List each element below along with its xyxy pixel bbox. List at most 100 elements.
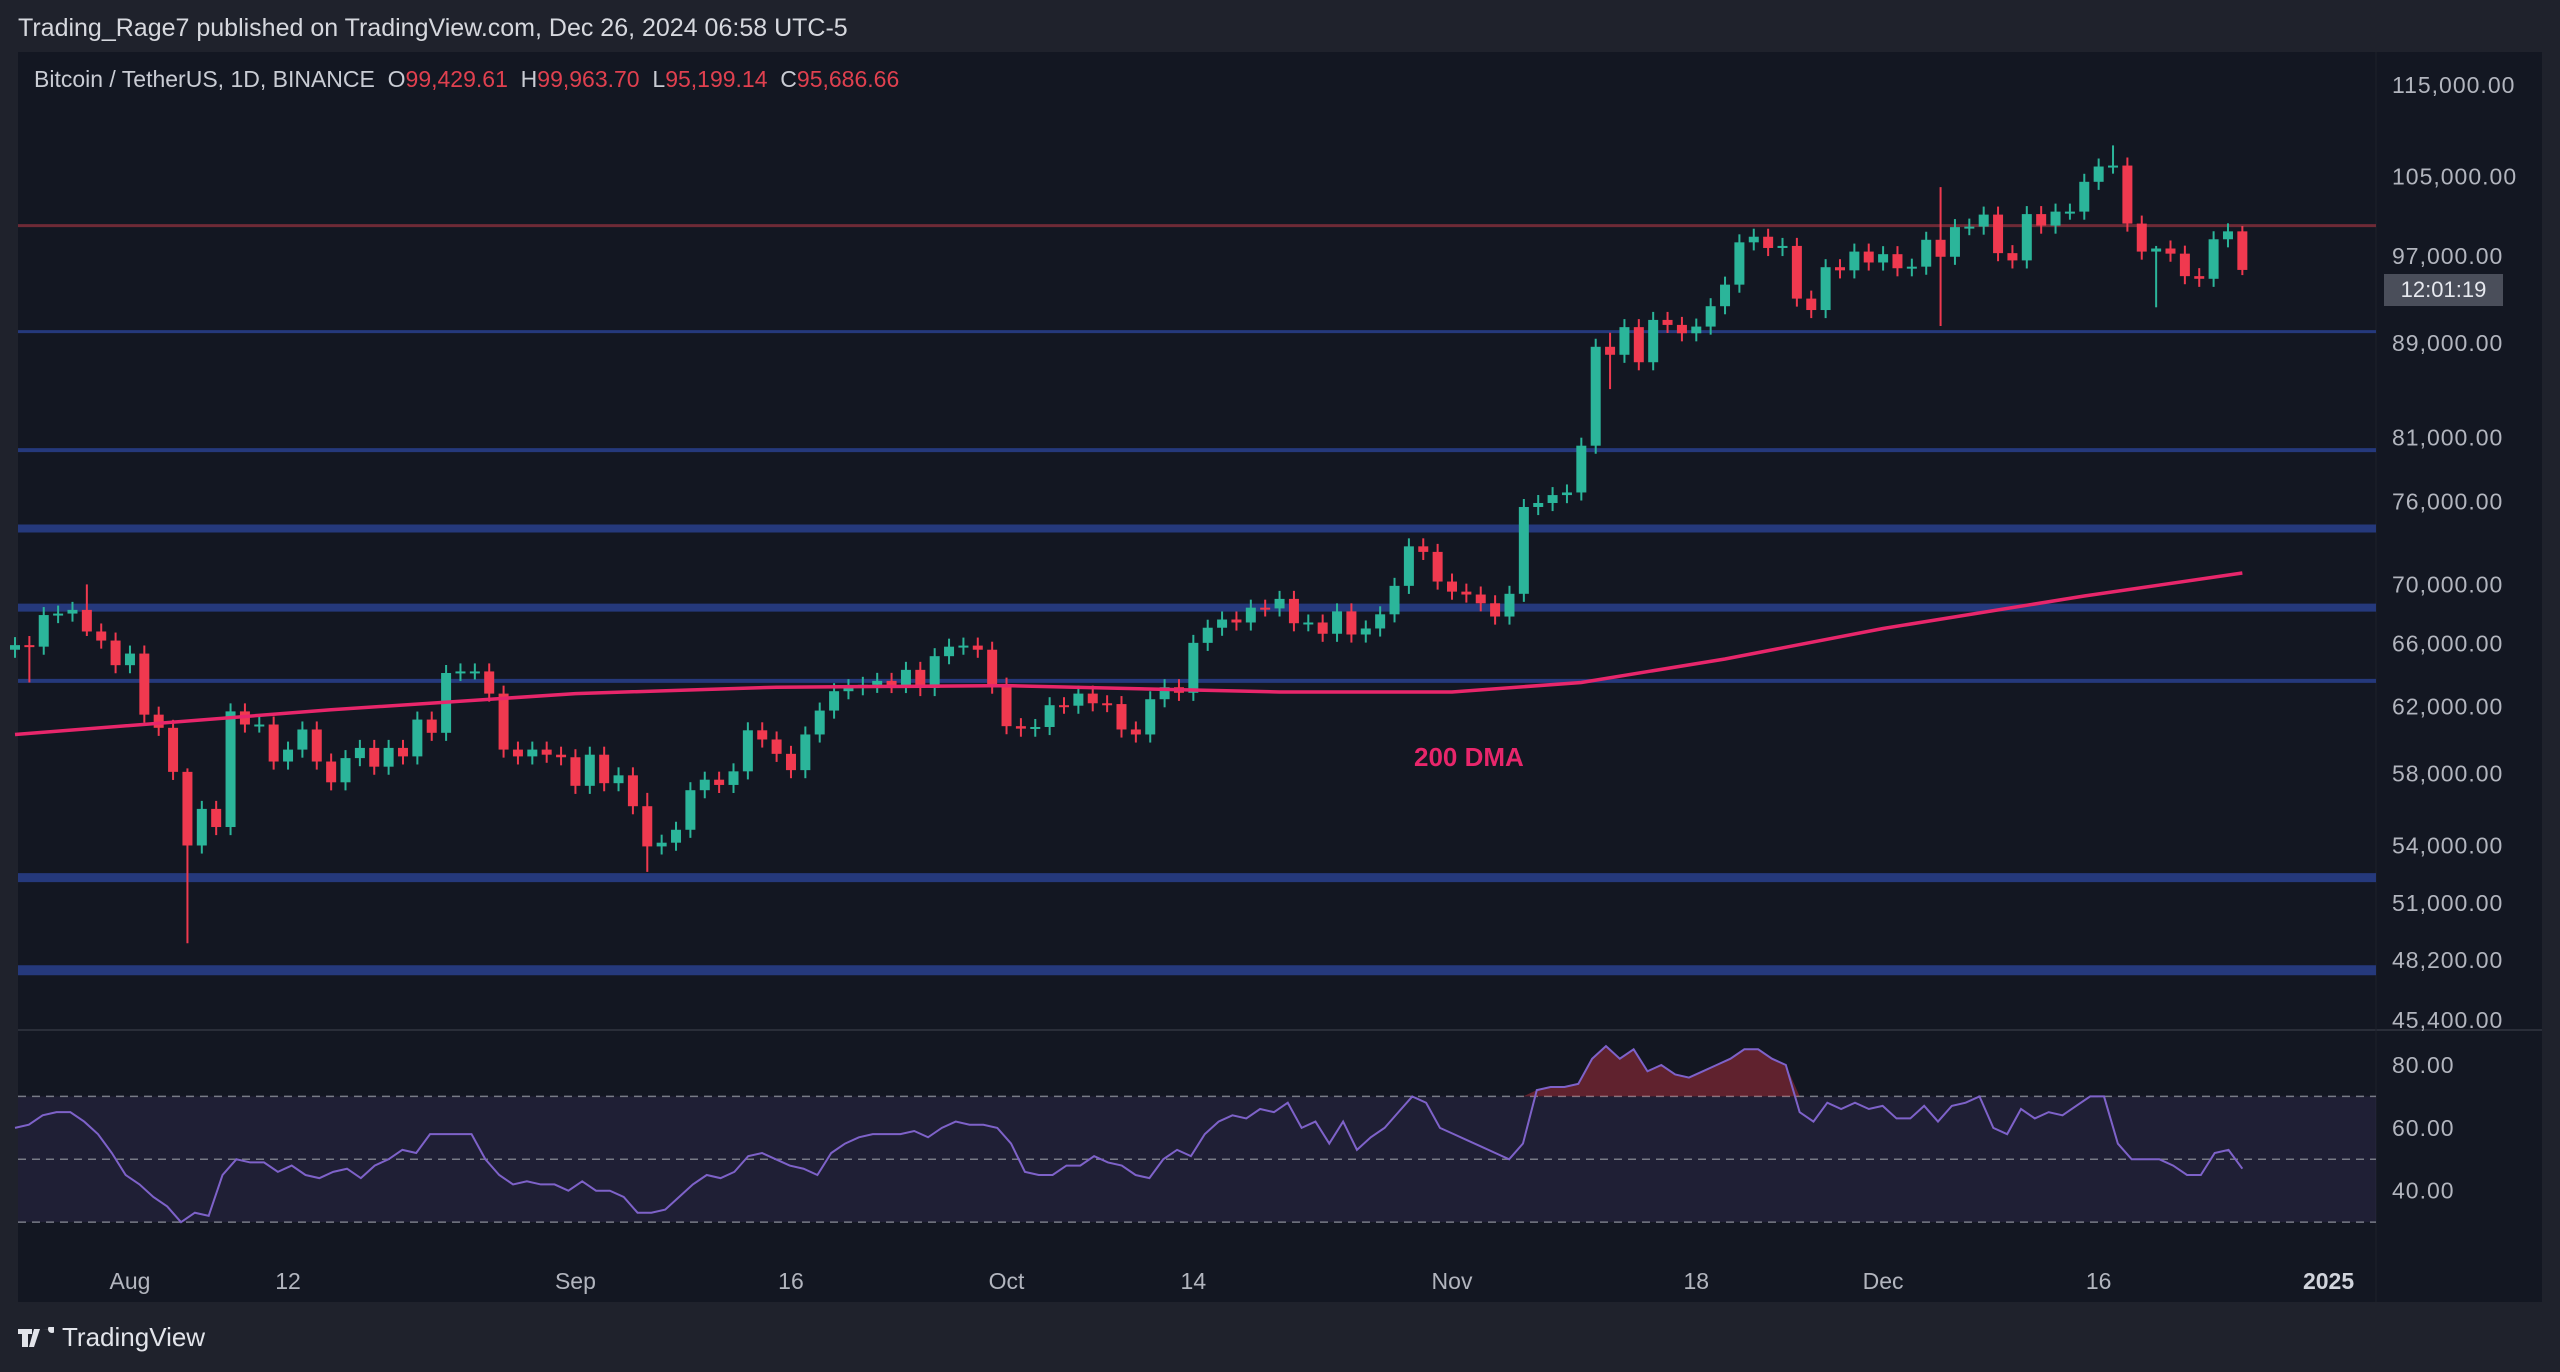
candle [1490,595,1501,625]
high-value: 99,963.70 [537,66,640,92]
time-tick-label: Aug [109,1268,150,1294]
candle [1087,685,1098,712]
footer-brand[interactable]: TradingView [18,1322,205,1353]
candle-body [168,727,179,772]
candle [1806,290,1817,319]
candle [1906,258,1917,277]
candle-body [1116,704,1127,730]
candle-body [829,691,840,711]
candle [81,584,92,637]
candle [656,834,667,855]
tradingview-logo-icon [18,1326,54,1347]
candle-body [1834,267,1845,271]
candle-body [1648,319,1659,363]
price-tick-label: 45,400.00 [2392,1007,2503,1033]
time-tick-label: 18 [1683,1268,1709,1294]
candle-body [1590,346,1601,446]
candle-body [10,645,20,650]
candle [1777,237,1788,257]
candle [2194,268,2205,287]
candle-body [599,754,610,784]
candle [1691,318,1702,342]
candle-body [139,653,150,715]
candle-body [81,609,92,632]
candle-body [1130,729,1141,735]
candle-body [1921,239,1932,267]
candle [1547,487,1558,512]
candle-body [383,747,394,767]
candle [570,749,581,794]
candle-body [426,719,437,733]
candle-body [1389,585,1400,615]
candle [2136,215,2147,260]
candle-body [1533,503,1544,507]
candle-body [1015,726,1026,729]
candle [1935,187,1946,327]
candle [2222,223,2233,248]
candle [1030,718,1041,737]
chart-panel[interactable] [18,52,2542,1302]
candle-body [556,754,567,758]
candle [671,821,682,851]
candle-body [369,747,380,767]
candle-body [886,680,897,685]
open-value: 99,429.61 [405,66,508,92]
candle-body [1978,214,1989,227]
candle-body [1317,622,1328,634]
candle-body [340,758,351,783]
candle [383,739,394,775]
candle [642,792,653,872]
candle [728,763,739,794]
candle [2050,203,2061,234]
candle-body [1964,226,1975,229]
candle-body [771,739,782,754]
candle [742,722,753,780]
candle-body [1059,705,1070,708]
candle [1044,697,1055,736]
candle-body [211,808,222,828]
candle [843,679,854,700]
candle-body [1547,495,1558,504]
candle-body [915,669,926,689]
candle-body [613,775,624,784]
time-tick-label: Nov [1432,1268,1473,1294]
candle-body [1906,266,1917,269]
candle-body [354,747,365,759]
candle-body [1303,622,1314,625]
candle [2079,173,2090,220]
candle-body [757,730,768,740]
candle [886,672,897,694]
candle [1892,246,1903,277]
candle [1720,276,1731,315]
price-tick-label: 105,000.00 [2392,164,2517,190]
candle [1260,599,1271,617]
candle-body [1863,251,1874,263]
candle [67,601,78,622]
candle-body [1231,619,1242,623]
candle-body [1791,245,1802,299]
candle-body [1288,598,1299,624]
candle-body [800,734,811,771]
candle [2179,245,2190,285]
candle [1461,583,1472,603]
candle [1921,231,1932,275]
candle-body [53,613,64,616]
candle-body [728,771,739,785]
candle [1993,206,2004,262]
close-label: C [780,66,797,92]
candle-body [124,653,135,666]
candle [685,782,696,838]
candle-body [1777,245,1788,248]
candle-body [627,775,638,807]
time-tick-label: 16 [2086,1268,2112,1294]
candle-body [1518,506,1529,594]
candle-body [1806,298,1817,311]
candle [527,741,538,765]
candle-body [1360,628,1371,635]
candle [1504,585,1515,625]
candle [972,637,983,658]
candle [1561,484,1572,504]
candle [1102,695,1113,713]
price-tick-label: 66,000.00 [2392,631,2503,657]
